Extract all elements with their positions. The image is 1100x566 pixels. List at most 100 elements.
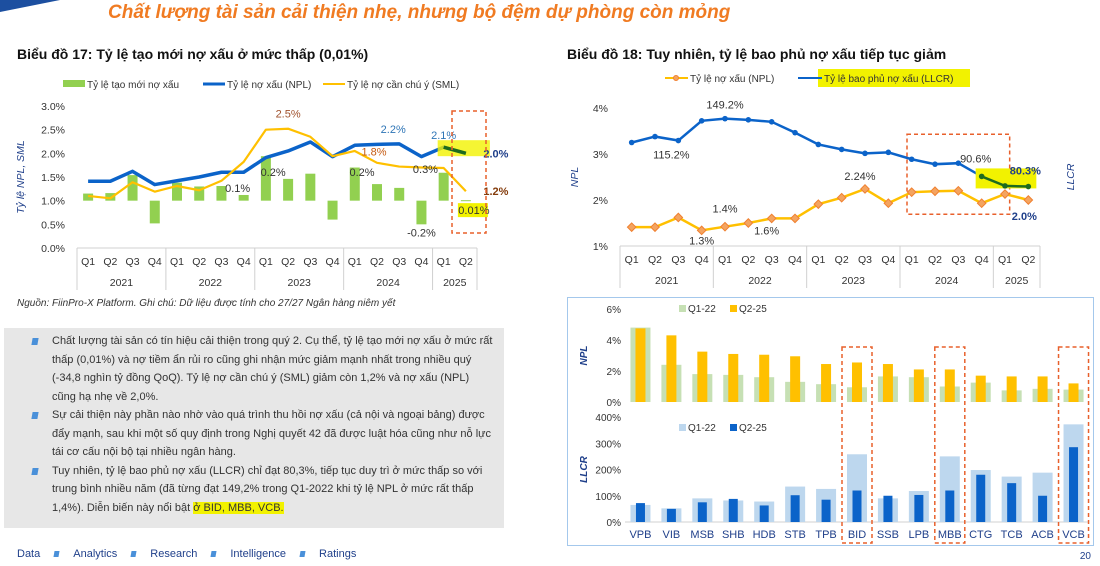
x-tick-bank: SSB <box>877 529 899 541</box>
bar-npl-q2-25 <box>666 335 677 402</box>
separator-icon <box>130 551 137 557</box>
bar-llcr-q2-25 <box>914 494 924 522</box>
summary-bullet: Sự cải thiện này phần nào nhờ vào quá tr… <box>31 406 494 462</box>
x-tick-quarter: Q2 <box>928 254 942 266</box>
bar-llcr-q2-25 <box>945 490 955 522</box>
legend-label: Q1-22 <box>688 304 716 315</box>
bar-llcr-q1-22 <box>939 456 960 522</box>
llcr-marker <box>955 160 962 166</box>
x-tick-bank: STB <box>784 529 805 541</box>
x-tick-quarter: Q4 <box>881 254 895 266</box>
y-tick-label: 4% <box>607 336 622 347</box>
bullet-text: Tuy nhiên, tỷ lệ bao phủ nợ xấu (LLCR) c… <box>52 464 483 514</box>
highlight-box <box>451 110 487 234</box>
highlight-marker <box>437 140 490 157</box>
x-tick-year: 2024 <box>376 277 400 289</box>
x-tick-bank: MBB <box>938 529 962 541</box>
legend-swatch-new-npl <box>63 80 85 87</box>
sml-line <box>87 127 467 200</box>
x-tick-quarter: Q1 <box>998 254 1012 266</box>
x-tick-quarter: Q2 <box>192 256 206 268</box>
bar-llcr-q2-25 <box>1038 495 1048 522</box>
x-tick-quarter: Q2 <box>835 254 849 266</box>
page-title: Chất lượng tài sản cải thiện nhẹ, nhưng … <box>108 2 731 23</box>
x-tick-year: 2021 <box>655 275 679 287</box>
x-tick-bank: HDB <box>753 529 776 541</box>
bar-new-npl <box>149 200 160 224</box>
npl-marker <box>790 213 800 224</box>
summary-box: Chất lượng tài sản có tín hiệu cải thiện… <box>4 328 504 528</box>
y-tick-label: 2.5% <box>41 125 65 137</box>
npl-line <box>88 140 467 187</box>
x-tick-quarter: Q2 <box>1021 254 1035 266</box>
npl-marker <box>976 198 987 209</box>
bar-new-npl <box>105 193 116 201</box>
x-tick-quarter: Q4 <box>788 254 802 266</box>
llcr-marker <box>885 149 892 156</box>
chart17-title: Biểu đồ 17: Tỷ lệ tạo mới nợ xấu ở mức t… <box>17 46 369 62</box>
llcr-marker <box>932 161 938 167</box>
summary-bullet: Chất lượng tài sản có tín hiệu cải thiện… <box>31 332 494 406</box>
footer-link-analytics[interactable]: Analytics <box>73 548 118 560</box>
y-tick-label: 300% <box>595 439 621 450</box>
bullet-icon <box>31 338 39 345</box>
data-label: -0.2% <box>407 227 436 239</box>
x-tick-quarter: Q3 <box>214 256 228 268</box>
npl-marker <box>1023 195 1034 205</box>
y-tick-label: 3% <box>593 149 608 161</box>
bar-llcr-q2-25 <box>697 502 707 522</box>
bar-llcr-q2-25 <box>728 498 738 522</box>
npl-marker <box>953 185 964 196</box>
y-tick-label: 6% <box>607 305 622 316</box>
bar-llcr-q2-25 <box>759 505 769 522</box>
npl-marker <box>696 225 707 236</box>
highlight-box <box>841 346 873 544</box>
y-tick-label: 2.0% <box>41 148 65 160</box>
y-tick-label: 4% <box>593 103 608 115</box>
x-tick-quarter: Q2 <box>281 256 295 268</box>
data-label: 0.1% <box>225 183 250 195</box>
footer-link-data[interactable]: Data <box>17 548 41 560</box>
npl-marker <box>1000 189 1010 199</box>
data-label: 0.2% <box>349 167 374 179</box>
bar-new-npl <box>460 200 471 202</box>
y-axis-title: LLCR <box>579 455 590 482</box>
data-label: 2.24% <box>844 171 875 183</box>
bar-npl-q2-25 <box>821 364 832 402</box>
llcr-marker <box>1002 183 1008 189</box>
y-tick-label: 2% <box>593 195 608 207</box>
x-tick-year: 2021 <box>110 277 134 289</box>
chart17: Tỷ lệ tạo mới nợ xấu Tỷ lệ nợ xấu (NPL) Tỷ… <box>15 79 509 290</box>
llcr-marker <box>1025 183 1032 190</box>
x-tick-bank: ACB <box>1031 529 1054 541</box>
y-tick-label: 0% <box>607 518 622 529</box>
data-label: 90.6% <box>960 153 991 165</box>
bar-npl-q2-25 <box>913 369 924 402</box>
legend-swatch-q2-25 <box>730 424 737 431</box>
footer-link-intelligence[interactable]: Intelligence <box>230 548 287 560</box>
x-tick-bank: CTG <box>969 529 992 541</box>
highlight-marker <box>457 203 488 218</box>
npl-marker <box>813 199 824 210</box>
y-axis-title: Tỷ lệ NPL, SML <box>15 140 27 214</box>
x-tick-year: 2022 <box>748 275 772 287</box>
bar-llcr-q2-25 <box>1007 483 1017 522</box>
bank-comparison-chart: 0% 2% 4% 6% NPL Q1-22 Q2-25 0% 100% 200% 300% 400% L… <box>567 297 1094 546</box>
chart18-title: Biểu đồ 18: Tuy nhiên, tỷ lệ bao phủ nợ … <box>567 46 947 62</box>
bar-new-npl <box>283 178 294 201</box>
legend-swatch-q2-25 <box>730 305 737 312</box>
y-tick-label: 100% <box>595 492 621 503</box>
y-axis-title-right: LLCR <box>1065 163 1077 190</box>
x-tick-quarter: Q2 <box>459 256 473 268</box>
footer-link-ratings[interactable]: Ratings <box>319 548 357 560</box>
bullet-icon <box>31 467 39 475</box>
bar-npl-q2-25 <box>944 369 955 402</box>
x-tick-year: 2024 <box>935 275 959 287</box>
x-tick-quarter: Q4 <box>148 256 162 268</box>
footer-link-research[interactable]: Research <box>150 548 198 560</box>
llcr-marker <box>978 173 985 180</box>
npl-marker <box>650 222 660 233</box>
llcr-marker <box>815 141 822 148</box>
llcr-marker <box>652 133 658 140</box>
bar-new-npl <box>416 200 427 225</box>
